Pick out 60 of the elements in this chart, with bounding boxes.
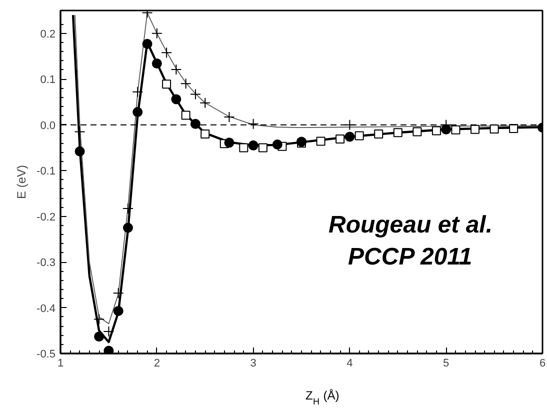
point (113, 306, 124, 316)
point (190, 88, 201, 100)
y-tick-label: -0.2 (36, 211, 56, 224)
point (258, 143, 268, 152)
x-tick-label: 4 (346, 358, 353, 370)
point (344, 132, 355, 142)
point (272, 140, 282, 150)
point (200, 129, 210, 138)
point (162, 80, 172, 89)
point (239, 143, 248, 152)
point (104, 346, 114, 354)
point (74, 146, 85, 156)
y-tick-label: -0.1 (36, 166, 56, 178)
point (122, 203, 134, 214)
point (180, 78, 192, 90)
point (151, 28, 162, 39)
point (248, 118, 259, 130)
point (316, 136, 326, 146)
x-tick-label: 3 (250, 358, 256, 370)
y-tick-label: -0.5 (36, 348, 56, 360)
point (74, 126, 86, 138)
point (142, 38, 152, 49)
point (336, 134, 345, 144)
y-tick-label: -0.3 (36, 257, 56, 270)
x-tick-label: 6 (539, 358, 546, 370)
annotation: Rougeau et al. PCCP 2011 (328, 212, 493, 270)
y-tick-label: 0.0 (40, 120, 56, 132)
point (181, 110, 190, 120)
point (171, 94, 182, 104)
point (412, 127, 422, 136)
point (451, 125, 460, 134)
point (490, 124, 499, 134)
point (132, 86, 144, 98)
y-tick-label: -0.4 (36, 302, 56, 315)
y-tick-label: 0.2 (40, 28, 56, 40)
point (224, 112, 235, 123)
point (94, 314, 105, 325)
point (224, 138, 234, 148)
x-tick-label: 5 (443, 358, 450, 370)
x-tick-label: 2 (154, 358, 160, 370)
point (152, 58, 162, 69)
y-axis-title: E (eV) (14, 164, 29, 200)
point (112, 288, 124, 299)
point (190, 118, 200, 129)
point (509, 124, 518, 133)
point (161, 47, 172, 58)
point (122, 222, 133, 233)
point (374, 129, 384, 138)
point (470, 124, 480, 134)
point (248, 140, 258, 150)
y-tick-label: 0.1 (40, 74, 56, 86)
point (103, 326, 114, 338)
point (132, 107, 143, 118)
point (94, 332, 104, 342)
x-tick-label: 1 (57, 358, 64, 370)
point (200, 97, 211, 108)
point (393, 128, 402, 138)
point (170, 64, 182, 75)
point (432, 126, 441, 136)
point (354, 131, 364, 140)
